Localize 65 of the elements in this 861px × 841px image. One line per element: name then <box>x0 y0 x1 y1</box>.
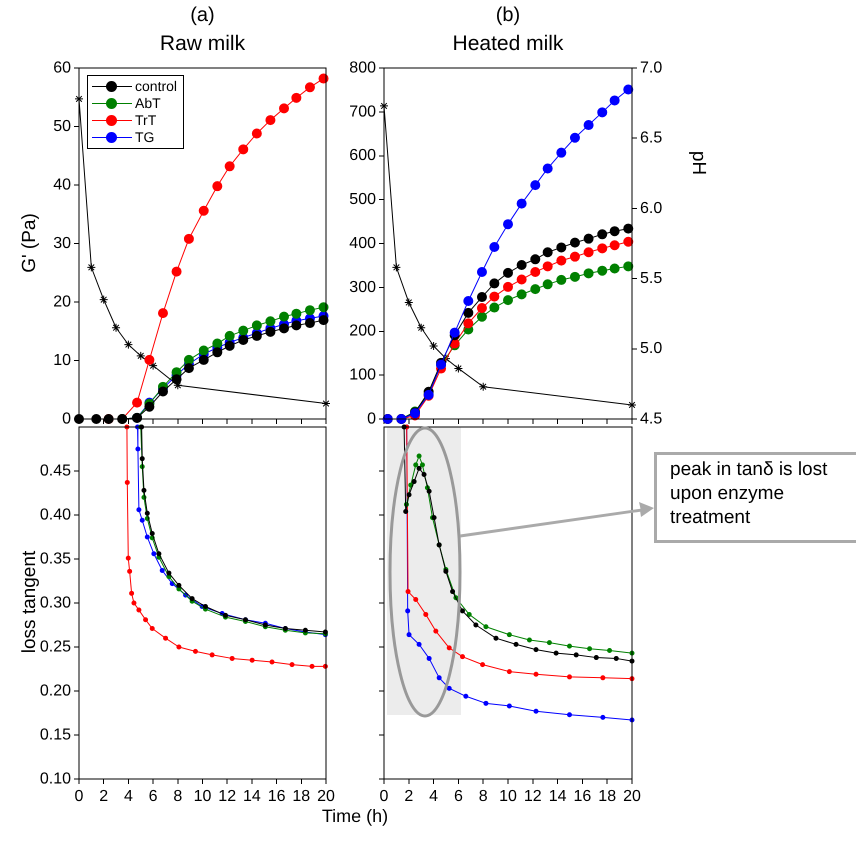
text: peak in tanδ is lost upon enzyme treatment <box>654 452 856 543</box>
x-tick-label: 20 <box>317 788 335 806</box>
y2-tick-label: 6.5 <box>640 130 662 147</box>
x-tick-label: 0 <box>74 788 84 806</box>
x-tick-label: 10 <box>194 788 212 806</box>
x-tick-label: 18 <box>292 788 310 806</box>
chart-title: (b) <box>494 4 522 27</box>
x-tick-label: 14 <box>548 788 567 806</box>
y2-axis-title: pH <box>687 149 709 177</box>
x-tick-label: 14 <box>243 788 261 806</box>
y-tick-label: 20 <box>53 293 72 310</box>
x-tick-label: 8 <box>173 788 182 806</box>
x-tick-label: 18 <box>598 788 616 806</box>
y-tick-label: 600 <box>349 147 376 164</box>
y2-tick-label: 5.0 <box>640 340 662 358</box>
x-tick-label: 20 <box>623 788 641 806</box>
chart-title: (a) <box>189 4 216 27</box>
y-tick-label: 800 <box>349 59 376 76</box>
x-tick-label: 6 <box>454 788 463 806</box>
legend-label: TG <box>135 129 154 146</box>
x-tick-label: 8 <box>478 788 488 806</box>
y-tick-label: 0.25 <box>40 638 72 656</box>
y-tick-label: 500 <box>349 191 376 208</box>
y-tick-label: 300 <box>349 278 376 296</box>
y2-tick-label: 7.0 <box>640 59 662 76</box>
x-tick-label: 16 <box>268 788 286 806</box>
x-tick-label: 0 <box>380 788 389 806</box>
y-tick-label: 10 <box>53 352 72 369</box>
y-tick-label: 0.10 <box>40 770 72 788</box>
legend-label: TrT <box>135 112 156 129</box>
x-tick-label: 12 <box>218 788 236 806</box>
y-tick-label: 0.30 <box>40 594 72 612</box>
y-tick-label: 200 <box>349 322 376 340</box>
y-tick-label: 0.35 <box>40 550 72 568</box>
y-tick-label: 100 <box>349 366 376 384</box>
y-tick-label: 0.45 <box>40 462 72 480</box>
y-tick-label: 50 <box>53 118 72 135</box>
x-axis-title: Time (h) <box>320 806 390 827</box>
chart-subtitle: Raw milk <box>158 32 246 56</box>
x-tick-label: 4 <box>429 788 438 806</box>
x-tick-label: 16 <box>574 788 592 806</box>
x-tick-label: 4 <box>124 788 133 806</box>
y-tick-label: 0 <box>62 410 72 428</box>
y2-tick-label: 6.0 <box>640 200 662 217</box>
y2-tick-label: 5.5 <box>640 270 662 288</box>
y-tick-label: 30 <box>53 234 72 252</box>
y2-tick-label: 4.5 <box>640 410 662 428</box>
y-tick-label: 0.15 <box>40 726 72 744</box>
y-tick-label: 60 <box>53 59 72 76</box>
x-tick-label: 6 <box>148 788 158 806</box>
x-tick-label: 2 <box>404 788 414 806</box>
x-tick-label: 10 <box>499 788 517 806</box>
legend-label: control <box>135 78 178 95</box>
chart-subtitle: Heated milk <box>452 32 564 56</box>
legend-label: AbT <box>135 95 161 112</box>
y-tick-label: 40 <box>53 176 72 194</box>
y-axis-title: G' (Pa) <box>19 212 41 274</box>
x-tick-label: 2 <box>99 788 108 806</box>
y-tick-label: 400 <box>349 234 376 252</box>
y-axis-title: loss tangent <box>19 550 40 656</box>
y-tick-label: 0 <box>367 410 376 428</box>
y-tick-label: 700 <box>349 103 376 120</box>
y-tick-label: 0.40 <box>40 506 72 524</box>
x-tick-label: 12 <box>524 788 542 806</box>
y-tick-label: 0.20 <box>40 682 72 700</box>
